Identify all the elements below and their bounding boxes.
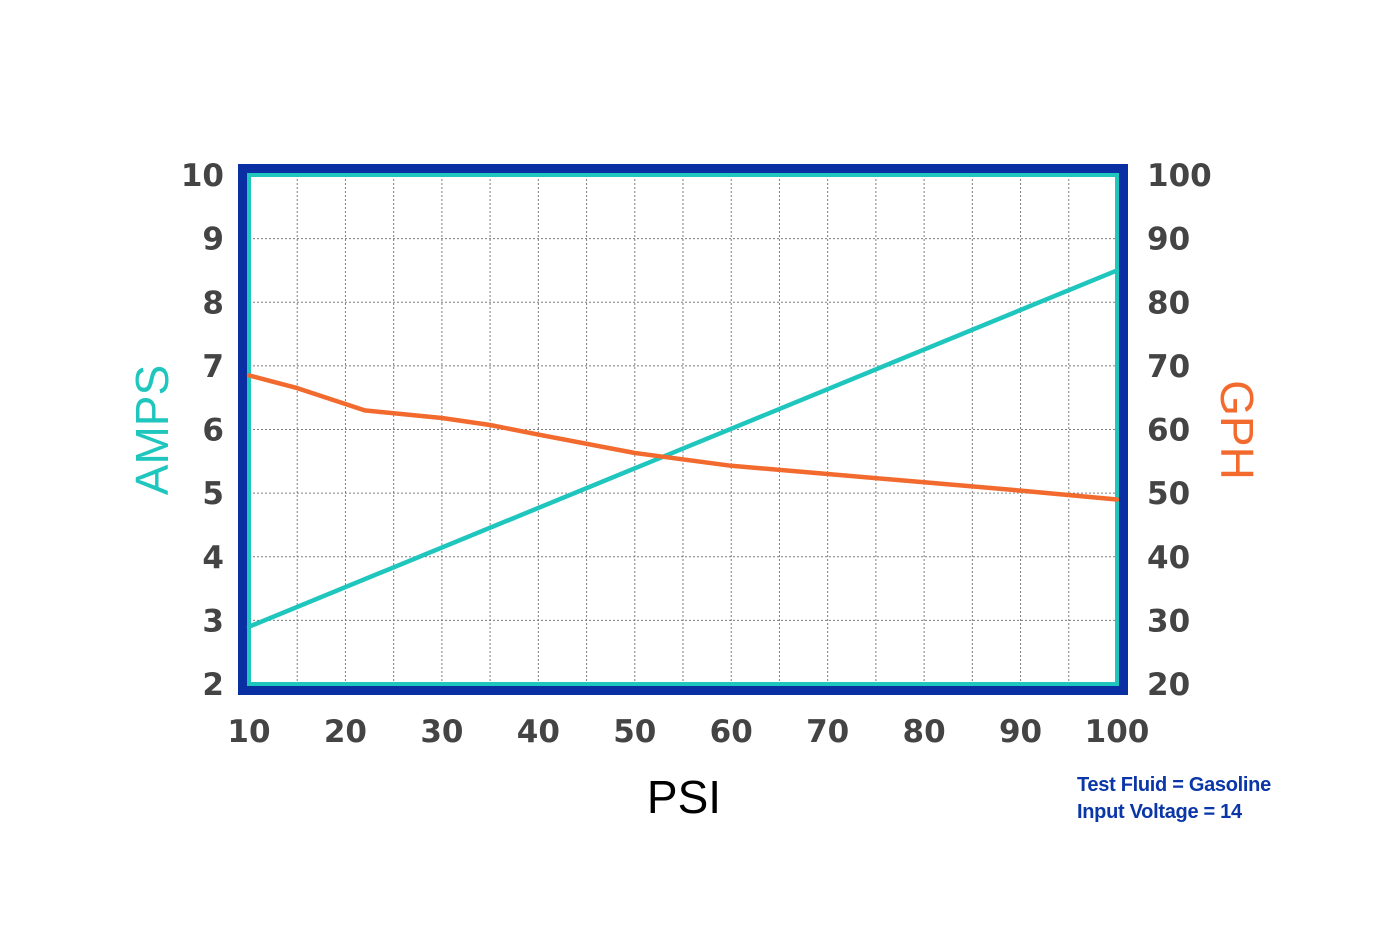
plot-area-border	[247, 173, 1119, 686]
x-tick-label: 10	[227, 714, 270, 750]
y-right-tick-label: 60	[1147, 413, 1190, 449]
y-left-tick-label: 7	[202, 349, 224, 385]
x-tick-label: 40	[517, 714, 560, 750]
y-right-tick-label: 40	[1147, 540, 1190, 576]
x-tick-label: 20	[324, 714, 367, 750]
x-tick-label: 30	[420, 714, 463, 750]
series-line-gph	[246, 373, 1120, 502]
y-axis-left-title: AMPS	[126, 365, 178, 495]
y-axis-right-title: GPH	[1211, 380, 1263, 480]
input-voltage-note: Input Voltage = 14	[1077, 801, 1242, 823]
y-right-tick-label: 90	[1147, 222, 1190, 258]
x-tick-label: 100	[1085, 714, 1150, 750]
x-axis-ticks: 10 20 30 40 50 60 70 80 90 100	[227, 714, 1149, 750]
series-line-amps	[246, 268, 1120, 629]
grid	[249, 175, 1117, 684]
y-left-tick-label: 10	[181, 158, 224, 194]
y-left-tick-label: 2	[202, 667, 224, 703]
chart-frame	[238, 164, 1128, 695]
x-tick-label: 90	[999, 714, 1042, 750]
y-right-tick-label: 100	[1147, 158, 1212, 194]
y-left-tick-label: 8	[202, 285, 224, 321]
y-left-tick-label: 6	[202, 413, 224, 449]
test-conditions-note: Test Fluid = Gasoline Input Voltage = 14	[1077, 772, 1271, 826]
x-tick-label: 70	[806, 714, 849, 750]
x-axis-title: PSI	[647, 771, 721, 823]
y-axis-left-ticks: 2 3 4 5 6 7 8 9 10	[181, 158, 224, 703]
y-right-tick-label: 20	[1147, 667, 1190, 703]
y-axis-right-ticks: 20 30 40 50 60 70 80 90 100	[1147, 158, 1212, 703]
y-left-tick-label: 3	[202, 603, 224, 639]
y-right-tick-label: 50	[1147, 476, 1190, 512]
series-layer	[246, 268, 1120, 629]
y-right-tick-label: 80	[1147, 285, 1190, 321]
test-fluid-note: Test Fluid = Gasoline	[1077, 774, 1271, 796]
x-tick-label: 60	[710, 714, 753, 750]
y-left-tick-label: 5	[202, 476, 224, 512]
x-tick-label: 50	[613, 714, 656, 750]
y-left-tick-label: 4	[202, 540, 224, 576]
y-left-tick-label: 9	[202, 222, 224, 258]
y-right-tick-label: 30	[1147, 603, 1190, 639]
y-right-tick-label: 70	[1147, 349, 1190, 385]
x-tick-label: 80	[903, 714, 946, 750]
